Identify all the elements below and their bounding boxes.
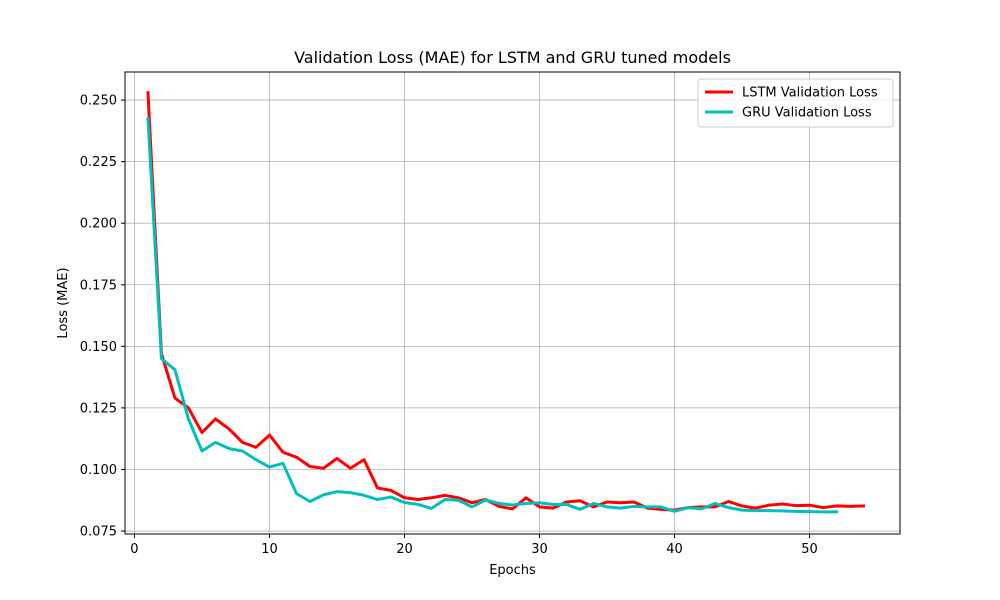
legend-box [697,78,894,128]
legend-label: GRU Validation Loss [742,106,872,121]
series-line-lstm [146,91,866,512]
x-axis-label: Epochs [489,563,536,578]
grid-lines [125,72,900,534]
y-tick-label: 0.225 [80,155,117,170]
plot-frame [124,71,901,535]
x-tick-label: 0 [130,542,138,557]
x-tick-label: 30 [531,542,548,557]
legend-label: LSTM Validation Loss [742,86,878,101]
legend: LSTM Validation Loss GRU Validation Loss [697,78,894,128]
y-axis-label: Loss (MAE) [56,267,71,338]
chart-title: Validation Loss (MAE) for LSTM and GRU t… [294,48,731,67]
y-tick-label: 0.075 [80,525,117,540]
y-tick-label: 0.250 [80,94,117,109]
x-tick-label: 10 [261,542,278,557]
series-layer [146,91,866,514]
series-line-gru [146,116,839,514]
y-tick-label: 0.100 [80,463,117,478]
y-tick-label: 0.200 [80,217,117,232]
y-tick-label: 0.150 [80,340,117,355]
y-tick-label: 0.125 [80,401,117,416]
x-tick-label: 40 [666,542,683,557]
axis-ticks: 0 10 20 30 40 50 0.075 0.100 0.125 0.150 0.175 0.20… [80,94,818,557]
x-tick-label: 20 [396,542,413,557]
y-tick-label: 0.175 [80,278,117,293]
x-tick-label: 50 [801,542,818,557]
